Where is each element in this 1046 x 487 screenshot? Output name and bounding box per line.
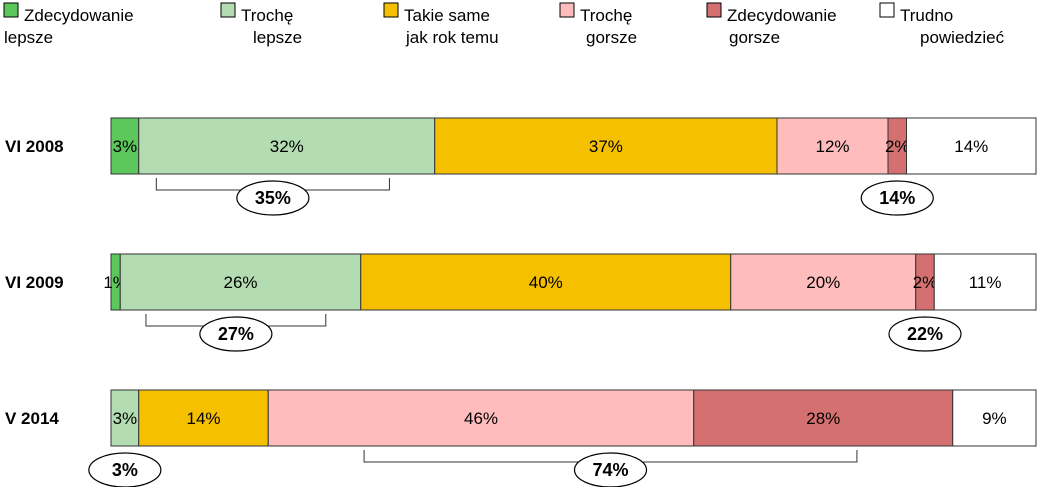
bar-segment bbox=[434, 117, 778, 175]
sum-annotation: 27% bbox=[145, 314, 327, 352]
segment-label: 46% bbox=[464, 409, 498, 428]
segment-label: 12% bbox=[815, 137, 849, 156]
segment-label: 3% bbox=[113, 409, 138, 428]
legend-label: Takie same bbox=[404, 6, 490, 25]
bar-segment bbox=[952, 389, 1037, 447]
legend-entry: Trudno powiedzieć bbox=[879, 2, 1005, 47]
legend-label: jak rok temu bbox=[405, 28, 499, 47]
legend-entry: Trochę gorsze bbox=[559, 2, 637, 47]
legend-entry: Trochę lepsze bbox=[220, 2, 302, 47]
legend-entry: Zdecydowanie lepsze bbox=[3, 2, 134, 47]
bar-segment bbox=[906, 117, 1037, 175]
segment-label: 11% bbox=[969, 273, 1002, 292]
bar-row: VI 2009 1% 26% 40% 20% 2% 11%27% 22% bbox=[5, 253, 1037, 352]
bar-segment bbox=[110, 117, 140, 175]
sum-label: 14% bbox=[879, 188, 915, 208]
sum-annotation: 3% bbox=[88, 452, 162, 487]
segment-label: 20% bbox=[806, 273, 840, 292]
legend-label: gorsze bbox=[586, 28, 637, 47]
row-label: VI 2008 bbox=[5, 137, 64, 156]
segment-label: 37% bbox=[589, 137, 623, 156]
segment-label: 3% bbox=[113, 137, 138, 156]
row-label: V 2014 bbox=[5, 409, 59, 428]
sum-ellipse bbox=[199, 316, 273, 352]
legend-entry: Zdecydowanie gorsze bbox=[706, 2, 837, 47]
segment-label: 2% bbox=[913, 273, 938, 292]
legend-swatch bbox=[879, 2, 895, 18]
bar-row: VI 2008 3% 32% 37% 12% 2% 14% 35% 14% bbox=[5, 117, 1037, 216]
segment-label: 14% bbox=[186, 409, 220, 428]
legend-label: lepsze bbox=[4, 28, 53, 47]
sum-label: 3% bbox=[112, 460, 138, 480]
legend-label: Trochę bbox=[580, 6, 632, 25]
bar-segment bbox=[138, 117, 436, 175]
segment-label: 26% bbox=[223, 273, 257, 292]
legend-label: gorsze bbox=[729, 28, 780, 47]
bar-segment bbox=[110, 389, 140, 447]
segment-label: 14% bbox=[954, 137, 988, 156]
segment-label: 2% bbox=[885, 137, 910, 156]
legend-swatch bbox=[706, 2, 722, 18]
bar-segment bbox=[933, 253, 1037, 311]
segment-label: 32% bbox=[270, 137, 304, 156]
sum-annotation: 74% bbox=[363, 450, 858, 487]
legend-label: Zdecydowanie bbox=[24, 6, 134, 25]
sum-label: 74% bbox=[592, 460, 628, 480]
sum-label: 22% bbox=[907, 324, 943, 344]
segment-label: 28% bbox=[806, 409, 840, 428]
sum-annotation: 22% bbox=[888, 316, 962, 352]
bar-segment bbox=[693, 389, 954, 447]
segment-label: 40% bbox=[529, 273, 563, 292]
sum-ellipse bbox=[573, 452, 648, 487]
legend-swatch bbox=[220, 2, 236, 18]
sum-label: 27% bbox=[218, 324, 254, 344]
legend-swatch bbox=[383, 2, 399, 18]
sum-annotation: 35% bbox=[155, 178, 390, 216]
legend-label: lepsze bbox=[253, 28, 302, 47]
sum-ellipse bbox=[860, 180, 934, 216]
row-label: VI 2009 bbox=[5, 273, 64, 292]
bar-segment bbox=[776, 117, 889, 175]
sum-annotation: 14% bbox=[860, 180, 934, 216]
sum-ellipse bbox=[888, 316, 962, 352]
legend-swatch bbox=[3, 2, 19, 18]
sum-ellipse bbox=[88, 452, 162, 487]
sum-ellipse bbox=[236, 180, 310, 216]
segment-label: 9% bbox=[982, 409, 1007, 428]
bar-segment bbox=[360, 253, 732, 311]
sum-label: 35% bbox=[255, 188, 291, 208]
bar-segment bbox=[119, 253, 362, 311]
legend-swatch bbox=[559, 2, 575, 18]
legend-label: powiedzieć bbox=[920, 28, 1005, 47]
legend-label: Trochę bbox=[241, 6, 293, 25]
bar-row: V 2014 3% 14% 46% 28% 9% 3% 74% bbox=[5, 389, 1037, 487]
legend-label: Trudno bbox=[900, 6, 953, 25]
legend-label: Zdecydowanie bbox=[727, 6, 837, 25]
legend-entry: Takie same jak rok temu bbox=[383, 2, 499, 47]
bar-segment bbox=[730, 253, 917, 311]
